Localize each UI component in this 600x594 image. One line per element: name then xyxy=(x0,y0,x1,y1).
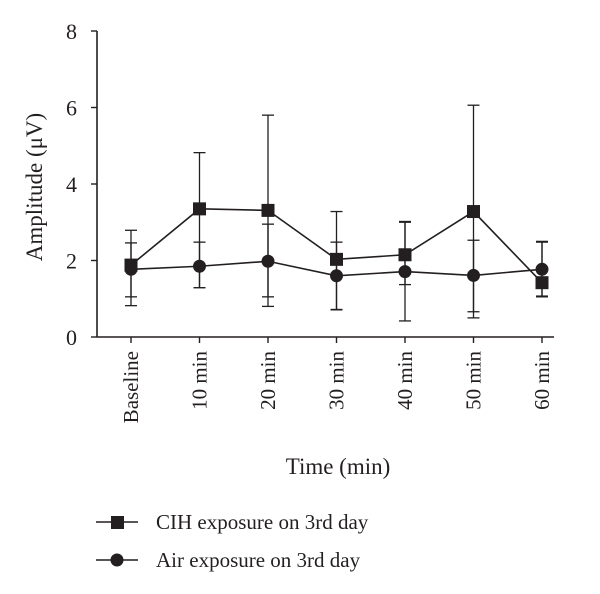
legend-item-cih: CIH exposure on 3rd day xyxy=(96,510,369,534)
x-tick-label: 20 min xyxy=(256,351,280,410)
series-markers xyxy=(124,202,549,290)
data-point-air xyxy=(535,262,549,276)
legend-item-air: Air exposure on 3rd day xyxy=(96,548,361,572)
error-bars xyxy=(125,104,548,322)
legend-label-air: Air exposure on 3rd day xyxy=(156,548,361,572)
x-tick-label: Baseline xyxy=(119,351,143,423)
data-point-air xyxy=(193,259,206,273)
data-point-cih xyxy=(467,205,480,219)
legend-label-cih: CIH exposure on 3rd day xyxy=(156,510,369,534)
y-tick-label: 2 xyxy=(66,249,77,274)
data-point-cih xyxy=(535,276,549,290)
x-tick-label: 60 min xyxy=(530,351,554,410)
data-point-cih xyxy=(193,202,206,216)
data-point-air xyxy=(124,262,138,276)
data-point-air xyxy=(398,265,412,279)
x-tick-label: 10 min xyxy=(188,351,212,410)
data-point-cih xyxy=(398,248,412,262)
legend-square-marker-icon xyxy=(111,516,124,529)
data-point-air xyxy=(261,254,275,268)
x-tick-label: 40 min xyxy=(393,351,417,410)
y-axis-title: Amplitude (μV) xyxy=(22,113,47,261)
y-tick-label: 4 xyxy=(66,172,77,197)
y-tick-label: 8 xyxy=(66,19,77,44)
x-axis-title: Time (min) xyxy=(286,454,391,479)
y-tick-label: 6 xyxy=(66,96,77,121)
legend: CIH exposure on 3rd day Air exposure on … xyxy=(96,510,369,572)
data-point-cih xyxy=(330,252,343,266)
tick-labels: 0 2 4 6 8 Baseline 10 min 20 min 30 min 40 min 50 … xyxy=(66,19,554,423)
chart-axes xyxy=(91,30,554,343)
data-point-cih xyxy=(261,203,275,217)
x-tick-label: 50 min xyxy=(462,351,486,410)
x-tick-label: 30 min xyxy=(325,351,349,410)
data-point-air xyxy=(467,268,480,282)
data-point-air xyxy=(330,269,343,283)
legend-circle-marker-icon xyxy=(110,553,124,567)
y-tick-label: 0 xyxy=(66,325,77,350)
